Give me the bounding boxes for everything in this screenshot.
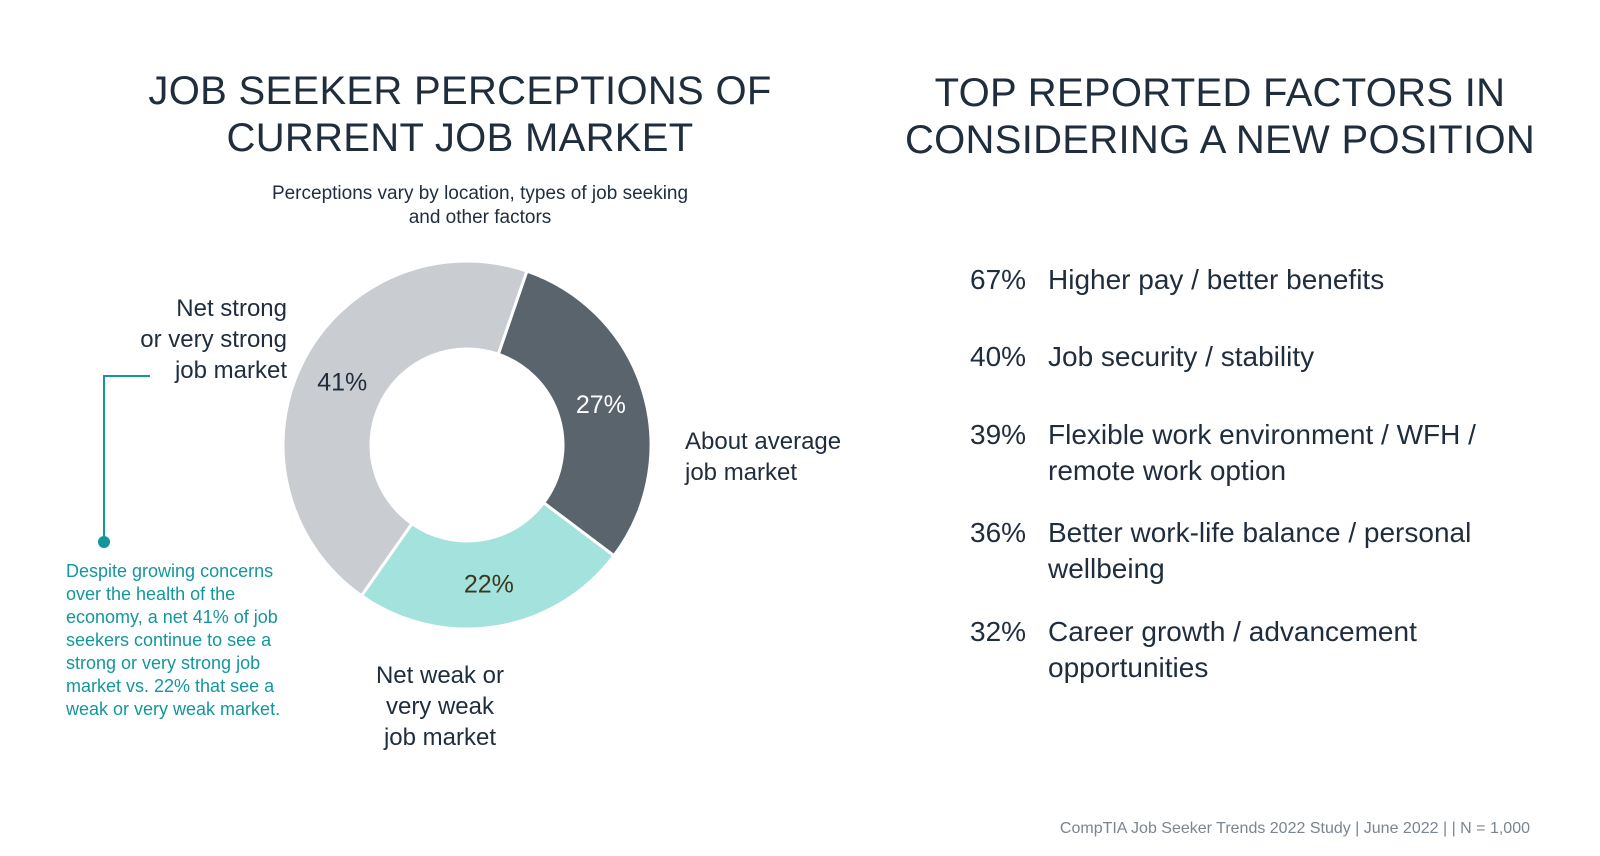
left-chart-title: JOB SEEKER PERCEPTIONS OF CURRENT JOB MA… <box>148 69 772 160</box>
donut-value-label: 22% <box>464 570 514 598</box>
factor-text: Better work-life balance / personal well… <box>1048 517 1472 584</box>
donut-slice <box>496 269 653 558</box>
category-label-weak: Net weak or very weak job market <box>375 662 505 751</box>
factor-text: Career growth / advancement opportunitie… <box>1048 616 1417 683</box>
category-label-average: About average job market <box>685 428 842 486</box>
factor-percent: 67% <box>970 264 1027 295</box>
source-footer: CompTIA Job Seeker Trends 2022 Study | J… <box>1059 820 1530 837</box>
factor-percent: 40% <box>970 341 1027 372</box>
factor-text: Higher pay / better benefits <box>1048 264 1385 295</box>
factor-percent: 36% <box>970 517 1027 548</box>
annotation-callout-line <box>98 375 150 548</box>
factor-percent: 32% <box>970 616 1027 647</box>
callout-connector <box>103 375 150 542</box>
donut-value-label: 27% <box>576 391 626 419</box>
factor-text: Flexible work environment / WFH / remote… <box>1048 419 1476 486</box>
donut-value-labels: 27% 22% 41% <box>317 368 626 598</box>
callout-dot <box>98 536 110 548</box>
donut-slices <box>281 259 653 631</box>
factor-text: Job security / stability <box>1048 341 1315 372</box>
right-panel-title: TOP REPORTED FACTORS IN CONSIDERING A NE… <box>904 71 1536 162</box>
factor-percent: 39% <box>970 419 1027 450</box>
donut-value-label: 41% <box>317 368 367 396</box>
category-label-strong: Net strong or very strong job market <box>140 295 287 384</box>
annotation-text: Despite growing concerns over the health… <box>66 561 281 719</box>
donut-slice <box>359 500 617 631</box>
donut-slice <box>281 259 529 598</box>
chart-subtitle: Perceptions vary by location, types of j… <box>271 183 689 228</box>
